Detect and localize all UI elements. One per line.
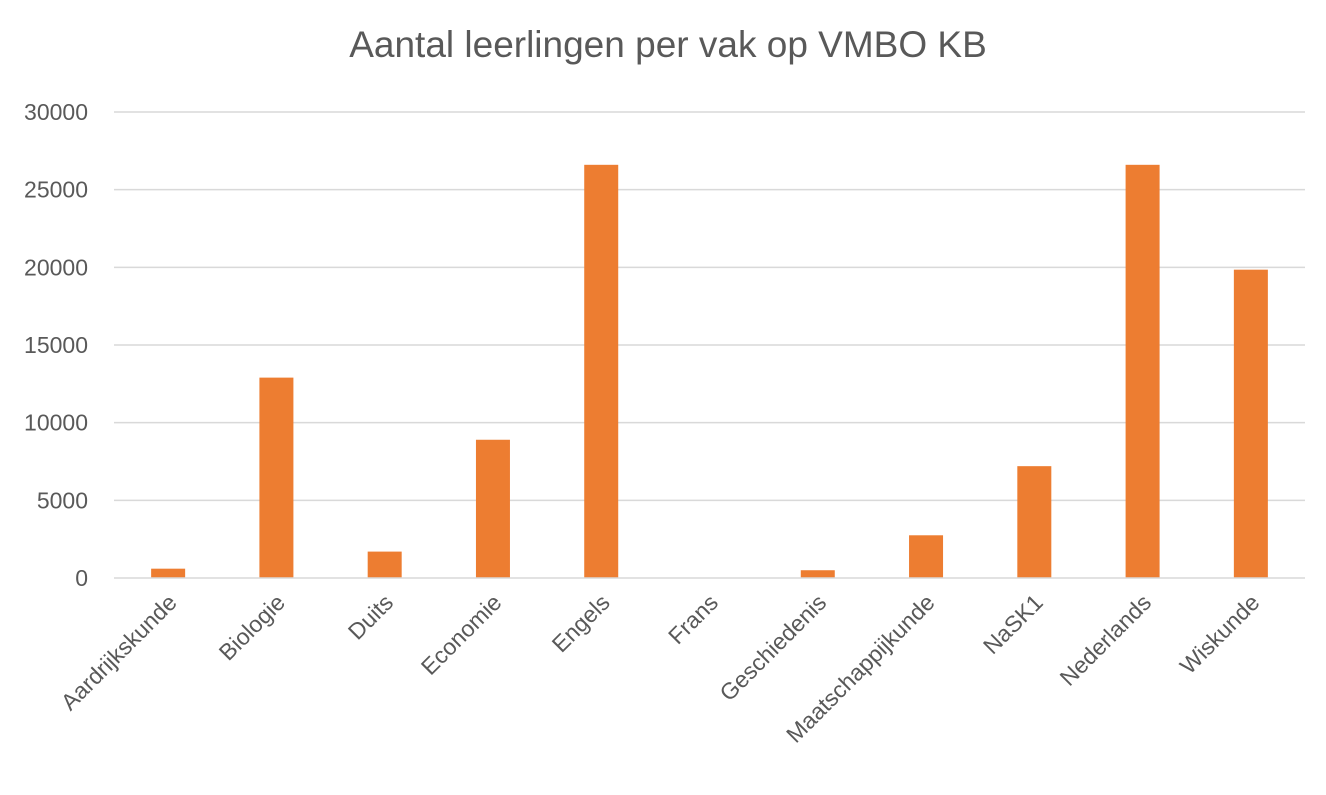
bar-geschiedenis [800, 570, 835, 578]
gridlines [114, 111, 1305, 502]
x-tick-label: Nederlands [1055, 589, 1157, 691]
y-axis-ticks: 0 5000 10000 15000 20000 25000 30000 [24, 99, 88, 591]
y-tick-label: 20000 [24, 254, 88, 280]
x-axis-labels: Aardrijkskunde Biologie Duits Economie Engel… [56, 589, 1265, 748]
bar-economie [475, 439, 510, 578]
x-tick-label: Aardrijkskunde [56, 589, 182, 715]
x-tick-label: Engels [547, 589, 615, 657]
bars [151, 164, 1268, 578]
bar-engels [584, 164, 619, 578]
chart-title: Aantal leerlingen per vak op VMBO KB [349, 24, 987, 65]
y-tick-label: 15000 [24, 332, 88, 358]
bar-nask1 [1017, 466, 1052, 578]
bar-duits [367, 551, 402, 578]
y-tick-label: 10000 [24, 410, 88, 436]
x-tick-label: Geschiedenis [714, 589, 831, 706]
y-tick-label: 30000 [24, 99, 88, 125]
bar-biologie [259, 377, 294, 578]
bar-wiskunde [1233, 269, 1268, 578]
bar-nederlands [1125, 164, 1160, 578]
bar-maatschappijkunde [909, 535, 944, 578]
y-tick-label: 0 [75, 565, 88, 591]
x-tick-label: NaSK1 [978, 589, 1048, 659]
bar-aardrijkskunde [151, 568, 186, 578]
y-tick-label: 25000 [24, 177, 88, 203]
x-tick-label: Frans [663, 589, 723, 649]
y-tick-label: 5000 [37, 487, 88, 513]
x-tick-label: Biologie [214, 589, 290, 665]
x-tick-label: Wiskunde [1175, 589, 1265, 679]
x-tick-label: Economie [416, 589, 507, 680]
x-tick-label: Duits [343, 589, 398, 644]
